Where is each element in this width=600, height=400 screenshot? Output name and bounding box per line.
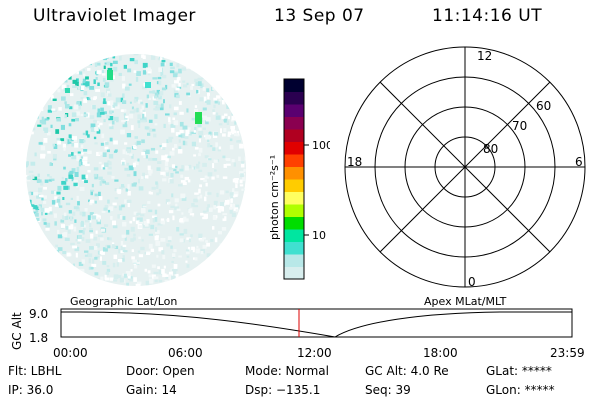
color-scale-cell bbox=[284, 116, 304, 130]
color-scale-frame bbox=[283, 78, 305, 280]
color-scale-cell bbox=[284, 179, 304, 192]
colorbar-unit-label: photon cm⁻²s⁻¹ bbox=[268, 155, 281, 240]
timeline-right-title: Apex MLat/MLT bbox=[424, 295, 507, 308]
timeline-frame bbox=[60, 308, 573, 338]
date-label: 13 Sep 07 bbox=[274, 6, 365, 26]
status-mode: Mode: Normal bbox=[245, 364, 329, 378]
altitude-timeline: GC Alt 9.0 1.8 bbox=[10, 307, 573, 350]
status-gc-alt: GC Alt: 4.0 Re bbox=[365, 364, 449, 378]
color-scale-cell bbox=[284, 266, 304, 280]
mlt-label-dawn: 6 bbox=[575, 155, 583, 169]
timeline-axis-label: GC Alt bbox=[10, 312, 24, 350]
time-label: 11:14:16 UT bbox=[432, 6, 543, 26]
x-label-2359: 23:59 bbox=[550, 346, 585, 360]
status-gain: Gain: 14 bbox=[126, 383, 177, 397]
status-seq: Seq: 39 bbox=[365, 383, 411, 397]
lat-label-80: 80 bbox=[483, 142, 498, 156]
color-scale-cell bbox=[284, 79, 304, 92]
mlt-label-midnight: 0 bbox=[468, 275, 476, 289]
color-scale-cell bbox=[284, 254, 304, 267]
color-scale-cell bbox=[284, 241, 304, 255]
color-scale-cell bbox=[284, 91, 304, 105]
color-scale-cell bbox=[284, 104, 304, 117]
auroral-image bbox=[26, 54, 246, 286]
instrument-title: Ultraviolet Imager bbox=[33, 6, 196, 26]
color-scale-bar bbox=[284, 79, 304, 280]
color-scale-cell bbox=[284, 141, 304, 155]
status-door: Door: Open bbox=[126, 364, 195, 378]
x-label-1800: 18:00 bbox=[423, 346, 458, 360]
altitude-curve bbox=[61, 311, 572, 338]
mlt-label-noon: 12 bbox=[477, 49, 492, 63]
mlt-label-dusk: 18 bbox=[347, 155, 362, 169]
y-label-low: 1.8 bbox=[29, 331, 48, 345]
lat-label-60: 60 bbox=[536, 99, 551, 113]
color-scale-cell bbox=[284, 229, 304, 242]
lat-label-70: 70 bbox=[512, 119, 527, 133]
x-label-0000: 00:00 bbox=[53, 346, 88, 360]
color-scale-cell bbox=[284, 216, 304, 230]
timeline-left-title: Geographic Lat/Lon bbox=[70, 295, 178, 308]
tick-label-100: 100 bbox=[312, 139, 330, 152]
x-label-0600: 06:00 bbox=[168, 346, 203, 360]
color-scale-cell bbox=[284, 191, 304, 205]
polar-grid: 12 18 6 0 80 70 60 bbox=[344, 46, 586, 289]
tick-label-10: 10 bbox=[312, 229, 326, 242]
y-label-high: 9.0 bbox=[29, 307, 48, 321]
color-scale: 100 10 bbox=[283, 78, 330, 280]
colorbar-axis-label: photon cm⁻²s⁻¹ bbox=[268, 155, 281, 240]
status-filter: Flt: LBHL bbox=[8, 364, 62, 378]
status-glon: GLon: ***** bbox=[486, 383, 555, 397]
status-ip: IP: 36.0 bbox=[8, 383, 54, 397]
color-scale-cell bbox=[284, 166, 304, 180]
x-label-1200: 12:00 bbox=[297, 346, 332, 360]
status-dsp: Dsp: −135.1 bbox=[245, 383, 321, 397]
color-scale-cell bbox=[284, 204, 304, 217]
mlt-line-diagonal-2 bbox=[379, 81, 551, 253]
color-scale-cell bbox=[284, 154, 304, 167]
color-scale-cell bbox=[284, 129, 304, 142]
status-glat: GLat: ***** bbox=[486, 364, 552, 378]
image-disk bbox=[26, 54, 246, 286]
